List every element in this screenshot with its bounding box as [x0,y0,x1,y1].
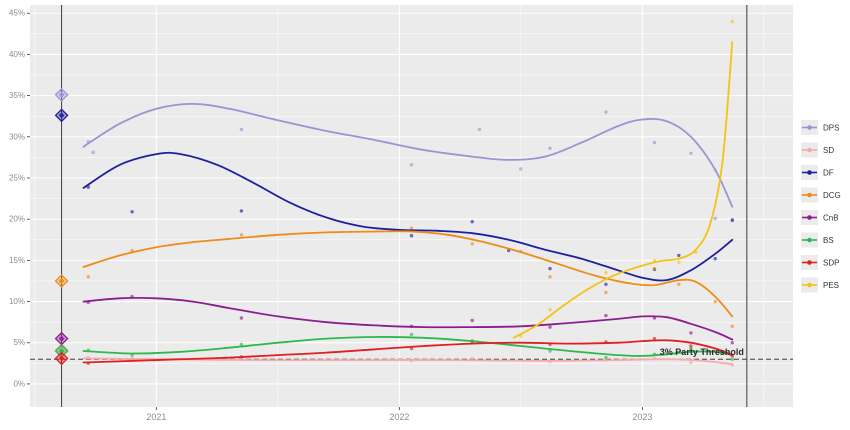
poll-dot-DCG [730,324,734,328]
trend-line-PES [512,41,734,339]
poll-dot-DF [677,253,681,258]
election-result-marker-core-DF [58,112,65,119]
poll-dot-CnB [470,318,474,323]
poll-dot-DF [730,218,734,222]
y-tick-label: 25% [9,173,25,182]
poll-dot-CnB [604,313,608,318]
poll-dot-BS [239,342,244,347]
poll-dot-DPS [652,140,657,145]
legend-key-point-DF [807,170,812,175]
poll-dot-BS [689,346,693,351]
poll-dot-SD [470,356,474,361]
legend-key-point-CnB [807,215,812,220]
poll-dot-CnB [730,341,734,345]
y-tick-label: 0% [13,379,25,388]
poll-dot-PES [604,271,608,275]
election-result-marker-core-CnB [58,335,65,342]
poll-dot-DF [713,257,717,261]
election-result-marker-core-DPS [58,91,65,98]
y-tick-label: 40% [9,50,25,59]
poll-dot-DF [239,209,244,213]
trend-line-SDP [82,339,734,364]
y-tick-label: 10% [9,297,25,306]
poll-dot-DCG [409,226,414,230]
y-tick-label: 20% [9,215,25,224]
legend-label-CnB: CnB [823,214,839,223]
poll-dot-BS [730,357,734,361]
legend-key-point-DCG [807,192,812,198]
y-tick-label: 45% [9,9,25,18]
poll-dot-CnB [548,325,552,329]
y-tick-label: 15% [9,256,25,265]
poll-dot-DCG [86,275,91,279]
trend-line-SD [82,357,734,366]
poll-dot-DF [130,210,134,214]
poll-dot-DCG [470,242,474,246]
legend-label-DPS: DPS [823,124,839,133]
poll-dot-DF [470,220,474,224]
legend-label-PES: PES [823,281,839,290]
poll-dot-CnB [689,331,693,335]
threshold-label: 3% Party Threshold [660,347,744,357]
trend-line-DCG [82,230,734,318]
poll-dot-DPS [548,146,552,150]
poll-dot-DPS [519,167,523,171]
poll-dot-DPS [604,110,608,114]
x-tick-label: 2023 [632,412,652,422]
poll-dot-DF [548,266,552,271]
poll-dot-PES [548,308,552,312]
election-result-marker-core-DCG [58,277,65,284]
poll-dot-BS [604,355,608,360]
poll-dot-SDP [652,336,657,341]
trend-line-DF [82,151,734,282]
y-tick-label: 30% [9,132,25,141]
x-tick-label: 2022 [389,412,409,422]
y-tick-label: 35% [9,91,25,100]
poll-dot-PES [677,260,681,264]
election-result-marker-core-BS [58,347,65,354]
poll-dot-CnB [239,316,244,320]
y-tick-label: 5% [13,338,25,347]
poll-dot-DPS [239,127,244,132]
poll-dot-DPS [477,127,482,132]
legend-label-DCG: DCG [823,191,841,200]
legend-key-point-BS [807,237,812,243]
legend-key-point-DPS [807,125,812,130]
legend-key-point-PES [807,282,812,288]
poll-dot-DPS [689,151,693,155]
poll-dot-DPS [91,150,95,155]
poll-dot-DCG [239,233,244,237]
poll-dot-DPS [713,216,717,221]
legend-key-point-SDP [807,260,812,265]
poll-dot-BS [548,349,552,353]
legend-label-BS: BS [823,236,834,245]
legend-label-SD: SD [823,146,834,155]
poll-dot-SD [689,360,693,365]
election-result-marker-core-SDP [58,355,65,362]
poll-dot-BS [409,332,414,337]
poll-dot-DCG [677,282,681,286]
poll-dot-DPS [409,163,414,167]
trend-line-BS [82,336,734,357]
x-tick-label: 2021 [146,412,166,422]
trend-line-CnB [82,296,734,341]
poll-dot-DF [409,234,414,238]
poll-dot-DCG [652,266,657,271]
trend-line-DPS [82,102,734,208]
poll-dot-PES [730,19,734,24]
poll-dot-DCG [604,290,608,295]
legend-key-point-SD [807,147,812,153]
poll-dot-DCG [713,299,717,304]
poll-dot-DCG [548,275,552,279]
legend-label-DF: DF [823,169,834,178]
legend-label-SDP: SDP [823,259,839,268]
poll-dot-DF [604,282,608,286]
poll-dot-SDP [689,344,693,348]
